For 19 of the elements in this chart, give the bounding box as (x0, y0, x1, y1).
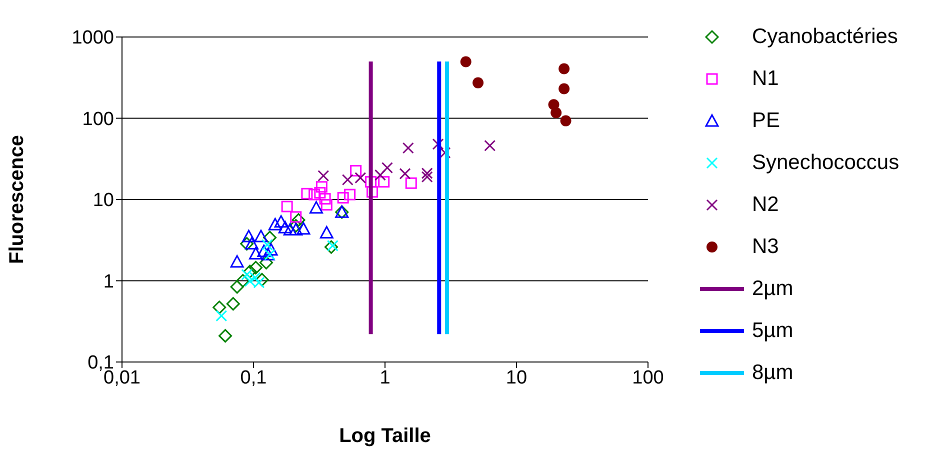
legend-label: Cyanobactéries (752, 25, 898, 49)
x-tick-label: 10 (506, 367, 528, 388)
legend-label: 8µm (752, 361, 794, 385)
legend-label: N1 (752, 67, 779, 91)
y-tick-label: 100 (82, 108, 114, 130)
y-axis-title: Fluorescence (6, 135, 28, 264)
x-tick-label: 100 (632, 367, 664, 388)
x-tick-label: 0,1 (240, 367, 267, 388)
y-tick-label: 1000 (72, 28, 114, 49)
y-tick-label: 1 (103, 271, 114, 292)
legend-label: N2 (752, 193, 779, 217)
x-tick-label: 1 (380, 367, 390, 388)
legend-label: N3 (752, 235, 779, 259)
legend-label: PE (752, 109, 780, 133)
legend-label: 5µm (752, 319, 794, 343)
x-axis-title: Log Taille (339, 425, 431, 447)
y-tick-label: 10 (92, 190, 114, 212)
legend-label: 2µm (752, 277, 794, 301)
legend-label: Synechococcus (752, 151, 900, 175)
